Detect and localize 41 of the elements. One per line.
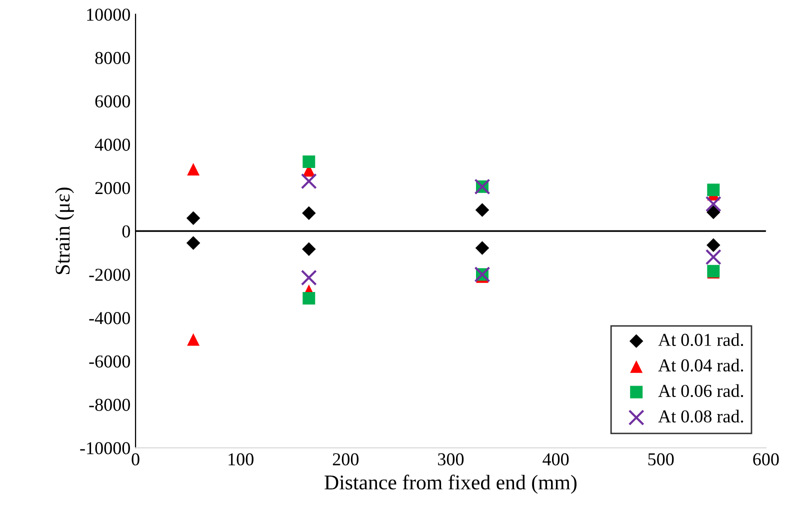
point (187, 163, 200, 176)
y-tick-label: -2000 (89, 268, 130, 281)
x-tick-label: 0 (132, 453, 140, 466)
y-axis-title: Strain (με) (55, 188, 74, 274)
point (302, 292, 316, 305)
y-tick-label: -10000 (80, 442, 130, 454)
y-tick-label: 10000 (87, 8, 130, 21)
point (706, 205, 720, 220)
x-tick-label: 500 (648, 453, 674, 466)
x-tick-label: 600 (753, 453, 779, 466)
y-tick-label: -8000 (89, 398, 130, 411)
y-tick-label: 8000 (95, 52, 130, 64)
point (186, 236, 200, 250)
point (186, 211, 200, 225)
point (187, 333, 200, 346)
point (302, 155, 316, 168)
legend-label: At 0.04 rad. (658, 358, 744, 372)
point (707, 184, 720, 196)
point (300, 270, 317, 286)
legend-label: At 0.01 rad. (658, 333, 744, 346)
point (705, 249, 722, 266)
x-axis-title: Distance from fixed end (mm) (324, 474, 577, 494)
y-tick-label: -4000 (89, 312, 130, 324)
y-tick-label: 6000 (95, 95, 130, 108)
point (300, 173, 317, 190)
legend-label: At 0.06 rad. (658, 384, 744, 398)
point (302, 242, 316, 256)
point (475, 203, 490, 217)
x-tick-label: 300 (438, 453, 464, 466)
point (475, 241, 490, 255)
x-tick-label: 100 (228, 453, 254, 466)
x-tick-label: 400 (542, 453, 569, 466)
x-tick-label: 200 (332, 453, 359, 466)
point (302, 206, 316, 220)
y-tick-label: -6000 (89, 355, 130, 368)
legend-label: At 0.08 rad. (658, 410, 744, 423)
point (705, 196, 722, 212)
y-tick-label: 2000 (95, 182, 130, 194)
point (706, 238, 720, 252)
y-tick-label: 0 (122, 225, 130, 238)
y-tick-label: 4000 (94, 138, 130, 151)
